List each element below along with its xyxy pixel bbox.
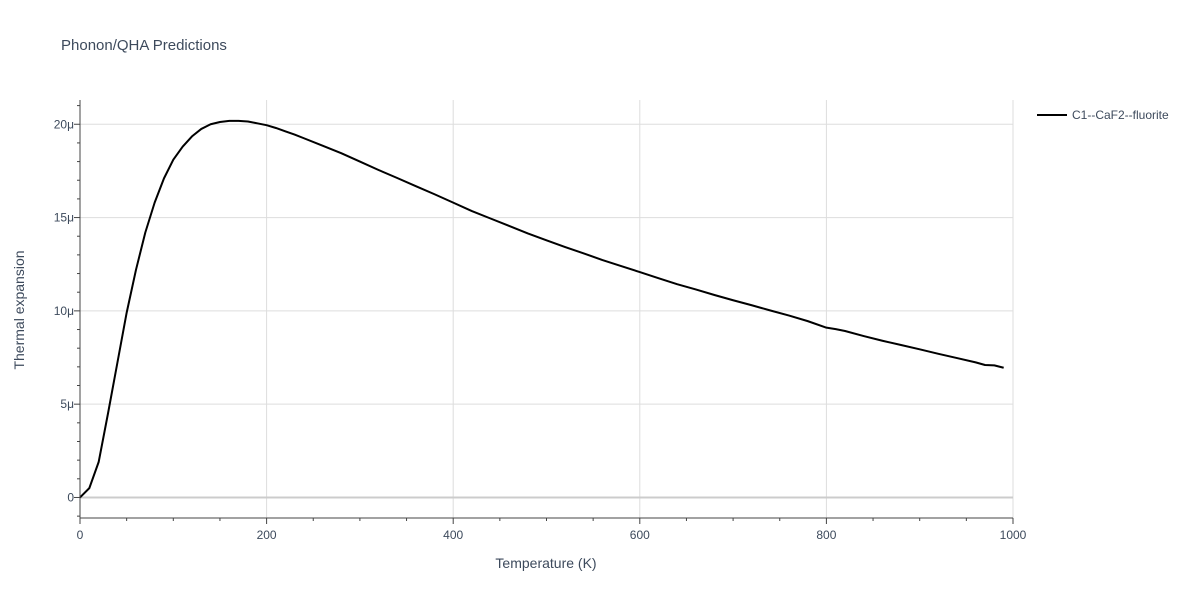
y-tick-label: 5μ (60, 397, 74, 411)
x-tick-label: 600 (630, 528, 650, 542)
series-layer (79, 119, 1004, 499)
tick-labels: 0 200 400 600 800 1000 0 5μ 10μ 15μ 20μ (54, 117, 1027, 542)
y-tick-label: 20μ (54, 117, 74, 131)
y-axis-title: Thermal expansion (11, 250, 27, 369)
y-tick-label: 10μ (54, 304, 74, 318)
grid-lines (80, 100, 1014, 518)
y-tick-label: 0 (67, 490, 74, 504)
x-tick-label: 200 (257, 528, 277, 542)
legend-label: C1--CaF2--fluorite (1072, 108, 1169, 122)
x-tick-label: 400 (443, 528, 463, 542)
x-tick-label: 800 (816, 528, 836, 542)
x-tick-label: 1000 (1000, 528, 1027, 542)
series-line-0 (79, 119, 1004, 499)
y-tick-label: 15μ (54, 211, 74, 225)
x-tick-label: 0 (77, 528, 84, 542)
axes (74, 100, 1014, 524)
x-axis-title: Temperature (K) (495, 555, 596, 571)
legend[interactable]: C1--CaF2--fluorite (1037, 108, 1169, 122)
chart-title: Phonon/QHA Predictions (61, 37, 227, 54)
